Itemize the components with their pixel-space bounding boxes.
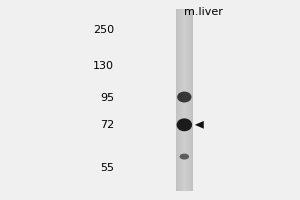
Ellipse shape [177,118,192,131]
Polygon shape [195,121,204,129]
Ellipse shape [177,92,191,102]
Bar [191,9,192,191]
Bar [184,9,185,191]
Text: 95: 95 [100,93,114,103]
Bar [192,9,193,191]
Bar [182,9,183,191]
Bar [187,9,188,191]
Bar [181,9,182,191]
Bar [177,9,178,191]
Ellipse shape [180,154,189,160]
Text: 72: 72 [100,120,114,130]
Text: 130: 130 [93,61,114,71]
Bar [180,9,181,191]
Bar [186,9,187,191]
Text: 250: 250 [93,25,114,35]
Bar [179,9,180,191]
Text: m.liver: m.liver [184,7,223,17]
Bar [188,9,189,191]
Bar [183,9,184,191]
Bar [185,9,186,191]
Text: 55: 55 [100,163,114,173]
Bar [190,9,191,191]
Bar [189,9,190,191]
Bar [178,9,179,191]
Bar [176,9,177,191]
